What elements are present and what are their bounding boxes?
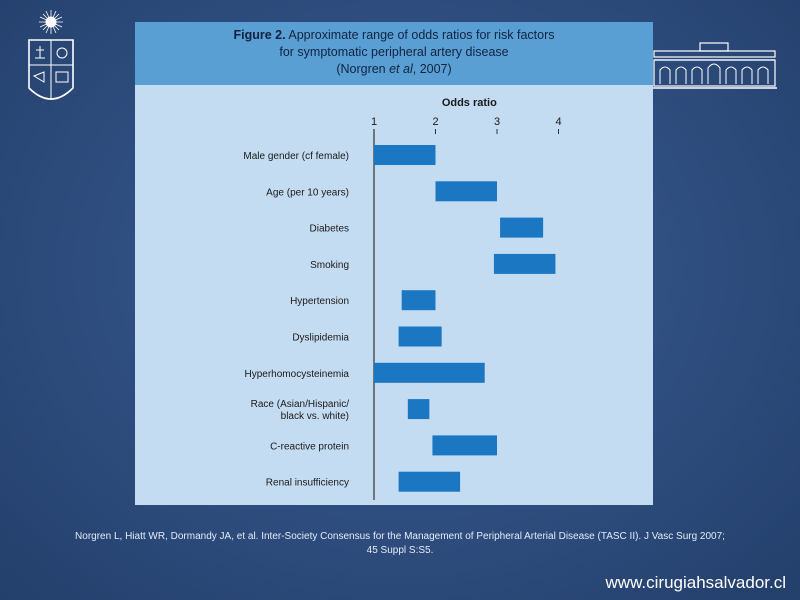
university-seal-logo <box>28 10 74 100</box>
x-tick-label: 4 <box>555 116 561 128</box>
category-label: Male gender (cf female) <box>243 151 349 162</box>
category-label: Renal insufficiency <box>266 478 349 489</box>
range-bar <box>493 253 556 274</box>
x-tick-label: 1 <box>371 116 377 128</box>
figure-ref-etal: et al <box>389 62 413 76</box>
range-bar <box>432 435 497 456</box>
odds-ratio-chart: Odds ratio 1 2 3 4 Male gender (cf female) Age… <box>243 97 562 500</box>
range-bar <box>398 326 442 347</box>
range-bar <box>374 145 436 165</box>
range-bar <box>374 362 485 383</box>
category-label: Race (Asian/Hispanic/ <box>251 399 350 410</box>
x-tick-label: 3 <box>494 116 500 128</box>
category-label: Hyperhomocysteinemia <box>245 369 350 380</box>
figure-panel: Figure 2. Approximate range of odds rati… <box>135 22 653 505</box>
range-bar <box>398 471 461 492</box>
figure-label: Figure 2. <box>233 28 286 42</box>
figure-title-line-3: (Norgren et al, 2007) <box>135 61 653 78</box>
figure-header: Figure 2. Approximate range of odds rati… <box>135 22 653 85</box>
figure-title-line-2: for symptomatic peripheral artery diseas… <box>279 45 509 59</box>
range-bar <box>500 217 544 238</box>
range-bar <box>401 290 436 311</box>
figure-ref-author: (Norgren <box>336 62 390 76</box>
category-label: Smoking <box>310 260 349 271</box>
axis-title: Odds ratio <box>442 97 497 109</box>
category-label: black vs. white) <box>281 411 349 422</box>
category-label: C-reactive protein <box>270 441 349 452</box>
figure-ref-year: , 2007) <box>412 62 452 76</box>
category-label: Hypertension <box>290 296 349 307</box>
website-url[interactable]: www.cirugiahsalvador.cl <box>605 573 786 592</box>
citation-text: Norgren L, Hiatt WR, Dormandy JA, et al.… <box>75 531 725 556</box>
x-tick-label: 2 <box>432 116 438 128</box>
figure-title-text: Approximate range of odds ratios for ris… <box>285 28 555 42</box>
range-bar <box>407 399 430 420</box>
category-label: Dyslipidemia <box>292 333 349 344</box>
category-label: Age (per 10 years) <box>266 187 349 198</box>
hospital-building-logo <box>652 42 777 89</box>
figure-title-line-1: Figure 2. Approximate range of odds rati… <box>135 27 653 44</box>
range-bar <box>435 181 497 202</box>
category-label: Diabetes <box>310 224 349 235</box>
